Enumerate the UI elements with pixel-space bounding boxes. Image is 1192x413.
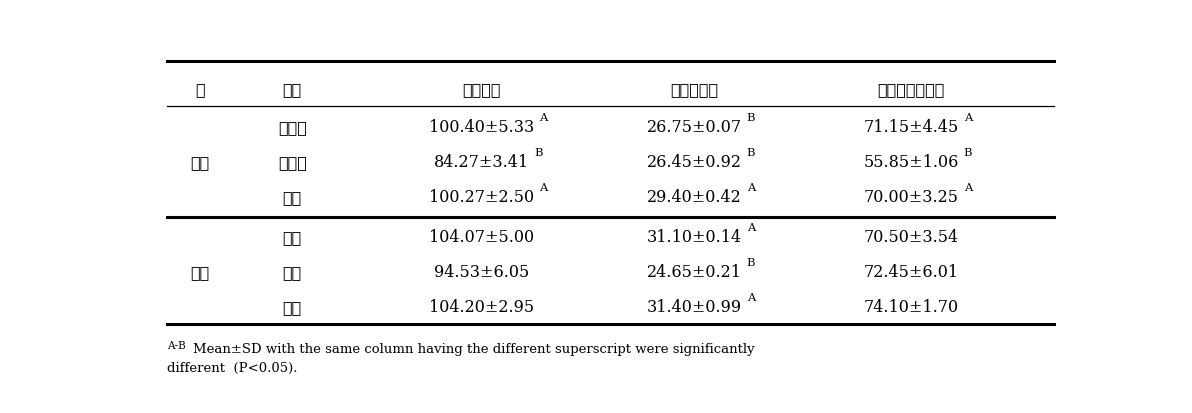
Text: 55.85±1.06: 55.85±1.06 — [863, 154, 958, 171]
Text: A: A — [964, 113, 971, 123]
Text: A-B: A-B — [167, 342, 186, 351]
Text: A: A — [964, 183, 971, 193]
Text: 31.10±0.14: 31.10±0.14 — [646, 229, 741, 246]
Text: 31.40±0.99: 31.40±0.99 — [646, 299, 741, 316]
Text: 72.45±6.01: 72.45±6.01 — [863, 263, 958, 281]
Text: 74.10±1.70: 74.10±1.70 — [863, 299, 958, 316]
Text: 24.65±0.21: 24.65±0.21 — [646, 263, 741, 281]
Text: 104.20±2.95: 104.20±2.95 — [429, 299, 534, 316]
Text: B: B — [746, 113, 756, 123]
Text: 71.15±4.45: 71.15±4.45 — [863, 119, 958, 136]
Text: 보섹: 보섹 — [283, 299, 302, 316]
Text: 돈육: 돈육 — [191, 154, 210, 171]
Text: 우둔: 우둔 — [283, 229, 302, 246]
Text: 근장단백질: 근장단백질 — [670, 81, 718, 98]
Text: 29.40±0.42: 29.40±0.42 — [647, 189, 741, 206]
Text: 종: 종 — [195, 81, 205, 98]
Text: A: A — [540, 183, 548, 193]
Text: 84.27±3.41: 84.27±3.41 — [434, 154, 529, 171]
Text: 총단백질: 총단백질 — [462, 81, 501, 98]
Text: 앞다리: 앞다리 — [278, 119, 306, 136]
Text: 설도: 설도 — [283, 263, 302, 281]
Text: 100.27±2.50: 100.27±2.50 — [429, 189, 534, 206]
Text: 등심: 등심 — [283, 189, 302, 206]
Text: A: A — [746, 223, 755, 233]
Text: Mean±SD with the same column having the different superscript were significantly: Mean±SD with the same column having the … — [193, 343, 755, 356]
Text: 70.50±3.54: 70.50±3.54 — [863, 229, 958, 246]
Text: 70.00±3.25: 70.00±3.25 — [864, 189, 958, 206]
Text: B: B — [964, 148, 973, 158]
Text: B: B — [746, 148, 756, 158]
Text: 뒤다리: 뒤다리 — [278, 154, 306, 171]
Text: B: B — [534, 148, 542, 158]
Text: different  (P<0.05).: different (P<0.05). — [167, 362, 298, 375]
Text: 26.45±0.92: 26.45±0.92 — [646, 154, 741, 171]
Text: 26.75±0.07: 26.75±0.07 — [646, 119, 741, 136]
Text: A: A — [746, 292, 755, 303]
Text: 104.07±5.00: 104.07±5.00 — [429, 229, 534, 246]
Text: 부위: 부위 — [283, 81, 302, 98]
Text: B: B — [746, 258, 756, 268]
Text: A: A — [746, 183, 755, 193]
Text: 우유: 우유 — [191, 263, 210, 281]
Text: 근원섬유단백질: 근원섬유단백질 — [877, 81, 945, 98]
Text: A: A — [540, 113, 548, 123]
Text: 100.40±5.33: 100.40±5.33 — [429, 119, 534, 136]
Text: 94.53±6.05: 94.53±6.05 — [434, 263, 529, 281]
